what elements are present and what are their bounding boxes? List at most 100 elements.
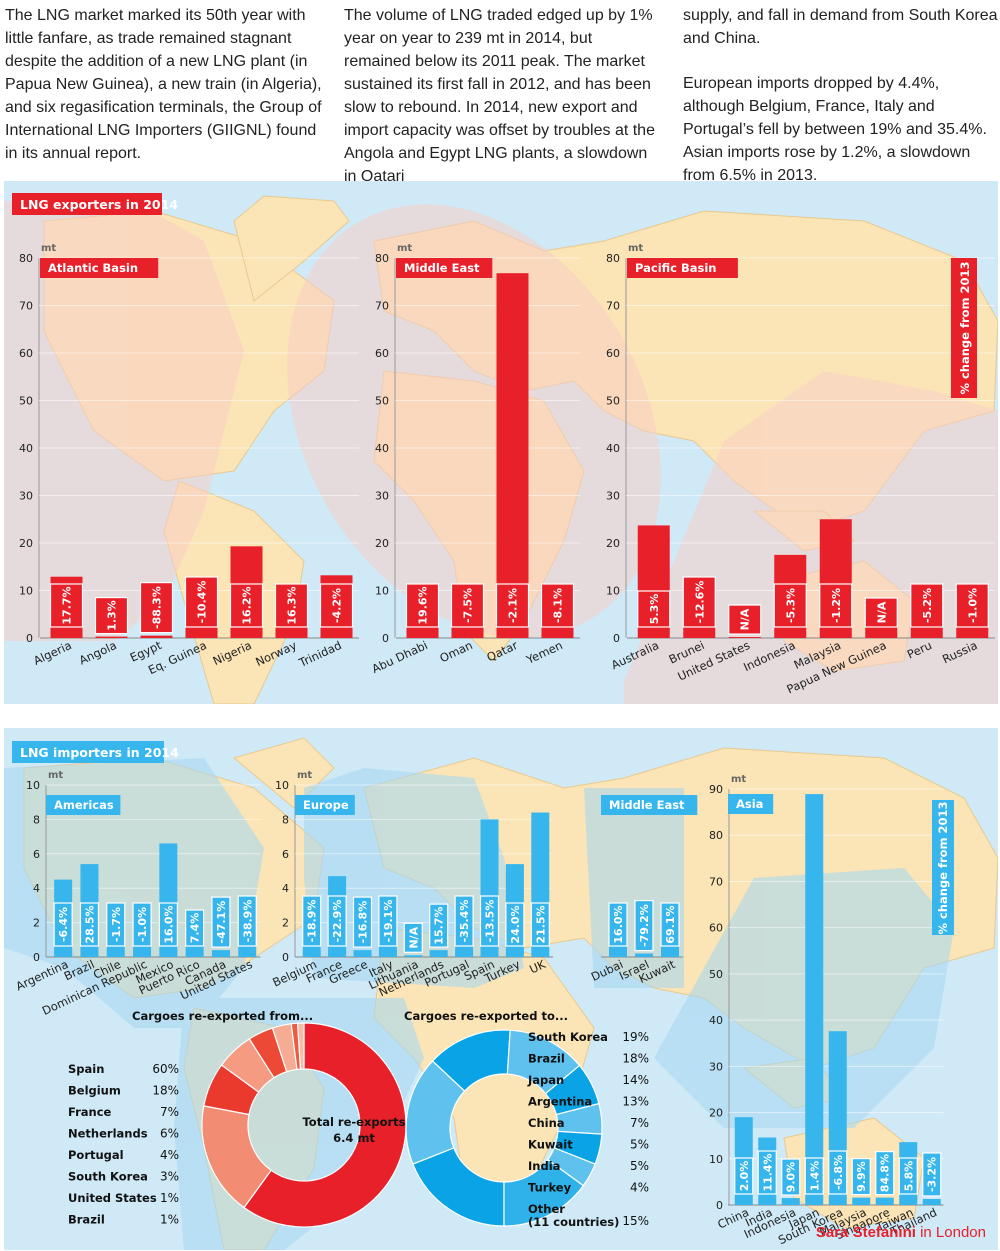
change-annotation: % change from 2013 — [951, 258, 977, 398]
group-title: Middle East — [609, 798, 685, 812]
legend-value: 1% — [160, 1191, 179, 1205]
change-label-box — [454, 895, 474, 947]
legend-label: China — [528, 1116, 565, 1130]
change-label: -18.9% — [306, 900, 319, 943]
change-label: 16.3% — [286, 586, 299, 624]
intro-paragraph: supply, and fall in demand from South Ko… — [683, 7, 998, 47]
change-label: 84.8% — [879, 1154, 892, 1192]
change-label: 11.4% — [761, 1153, 774, 1191]
y-tick-label: 10 — [375, 585, 389, 598]
bar — [728, 637, 761, 638]
change-label-box — [274, 583, 309, 628]
donut-chart — [405, 1029, 603, 1227]
change-label: -8.1% — [552, 588, 565, 623]
change-label-box — [79, 902, 100, 947]
importers-panel: mt 0 2 4 6 8 10 Americas -6.4% Argentina 28.5% Braz… — [4, 728, 998, 1250]
change-label-box — [139, 582, 174, 634]
y-tick-label: 10 — [19, 585, 33, 598]
y-tick-label: 0 — [26, 632, 33, 645]
group-title: Atlantic Basin — [48, 261, 138, 275]
group-title: Middle East — [404, 261, 480, 275]
y-tick-label: 40 — [606, 442, 620, 455]
y-tick-label: 90 — [709, 783, 723, 796]
donut-center-value: 6.4 mt — [333, 1131, 375, 1145]
change-label: 2.0% — [738, 1161, 751, 1192]
intro-column-1: The LNG market marked its 50th year with… — [5, 4, 327, 187]
legend-label: Netherlands — [68, 1127, 148, 1141]
y-tick-label: 80 — [375, 252, 389, 265]
y-tick-label: 80 — [606, 252, 620, 265]
y-tick-label: 60 — [375, 347, 389, 360]
legend-label: Japan — [527, 1073, 564, 1087]
section-title-box — [12, 741, 164, 763]
legend-label: Turkey — [528, 1181, 572, 1195]
change-label-box — [184, 576, 219, 628]
change-label: -35.4% — [458, 900, 471, 943]
change-label-box — [53, 902, 73, 947]
bar — [805, 794, 824, 1205]
group-title-box — [40, 258, 159, 278]
legend-value: 7% — [160, 1105, 179, 1119]
change-label-box — [49, 583, 84, 628]
y-tick-label: 4 — [282, 882, 289, 895]
svg-text:% change from 2013: % change from 2013 — [936, 801, 950, 934]
bar — [211, 950, 230, 957]
legend-value: 60% — [152, 1062, 179, 1076]
change-label-box — [608, 902, 628, 947]
group-title: Europe — [303, 798, 349, 812]
bar — [429, 950, 448, 957]
legend-label: Kuwait — [528, 1138, 573, 1152]
change-label-box — [403, 922, 423, 953]
change-label: 21.5% — [534, 905, 547, 943]
y-tick-label: 70 — [375, 300, 389, 313]
change-label-box — [637, 590, 671, 628]
legend-label: Argentina — [528, 1095, 592, 1109]
group-title-box — [627, 258, 738, 278]
change-label: 1.4% — [808, 1161, 821, 1192]
change-label-box — [319, 583, 354, 628]
change-label-box — [955, 583, 989, 628]
change-label: 69.1% — [664, 905, 677, 943]
y-tick-label: 70 — [606, 300, 620, 313]
change-label-box — [429, 903, 449, 948]
y-unit-label: mt — [41, 243, 56, 254]
change-label: 1.3% — [106, 600, 119, 631]
legend-label: South Korea — [528, 1030, 608, 1044]
change-label: 16.0% — [612, 905, 625, 943]
y-tick-label: 0 — [382, 632, 389, 645]
group-title: Pacific Basin — [635, 261, 716, 275]
y-tick-label: 60 — [19, 347, 33, 360]
legend-label: France — [68, 1105, 112, 1119]
change-label: -1.2% — [830, 588, 843, 623]
legend-value: 19% — [622, 1030, 649, 1044]
y-tick-label: 60 — [606, 347, 620, 360]
change-label-box — [728, 604, 762, 635]
change-label-box — [530, 902, 550, 947]
group-title-box — [601, 795, 698, 815]
y-unit-label: mt — [731, 774, 746, 785]
section-title: LNG importers in 2014 — [20, 745, 179, 760]
intro-column-3: supply, and fall in demand from South Ko… — [683, 4, 1000, 209]
bar — [781, 1198, 800, 1205]
change-label: -1.0% — [966, 588, 979, 623]
change-label-box — [505, 902, 525, 947]
change-label-box — [773, 583, 807, 628]
change-label: 7.4% — [189, 913, 202, 944]
intro-paragraph: European imports dropped by 4.4%, althou… — [683, 75, 987, 184]
y-tick-label: 0 — [613, 632, 620, 645]
y-tick-label: 40 — [709, 1014, 723, 1027]
donut-legend: Spain 60% Belgium 18% France 7% Netherlands 6% P… — [68, 1062, 179, 1227]
y-tick-label: 50 — [709, 968, 723, 981]
change-label: -19.1% — [382, 900, 395, 943]
legend-label: India — [528, 1159, 560, 1173]
byline: Sara Stefanini in London — [816, 1224, 986, 1241]
y-tick-label: 30 — [606, 490, 620, 503]
y-tick-label: 2 — [33, 917, 40, 930]
legend-label: Other — [528, 1202, 565, 1216]
change-label-box — [237, 895, 257, 947]
legend-value: 5% — [630, 1159, 649, 1173]
bar — [922, 1198, 941, 1205]
bar — [496, 273, 529, 638]
